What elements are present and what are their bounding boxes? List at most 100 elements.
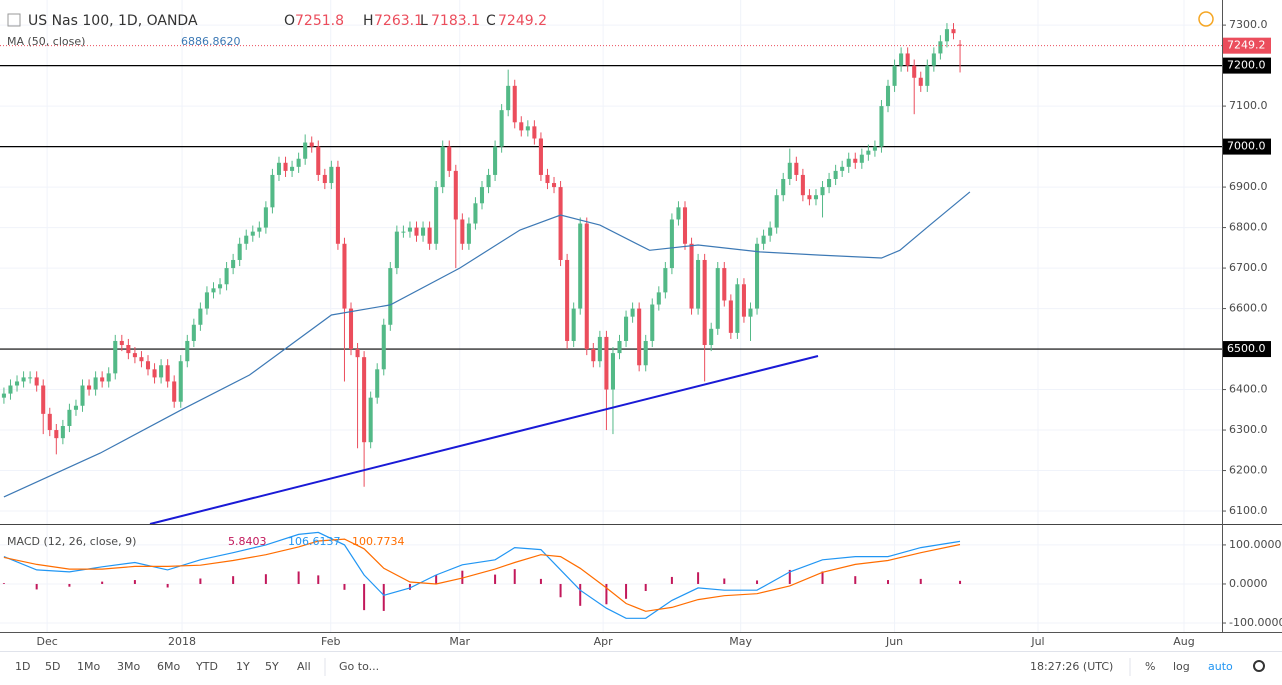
range-button[interactable]: 3Mo [117,660,140,673]
ma-legend[interactable]: MA (50, close) [7,35,85,48]
candle-body [781,178,786,196]
candle-body [427,227,432,244]
candle-body [519,122,524,131]
candle-body [800,174,805,196]
settings-icon[interactable] [1253,660,1265,672]
candle-body [925,65,930,86]
y-tick-label: 7100.0 [1229,99,1268,112]
auto-button[interactable]: auto [1208,660,1233,673]
x-tick-label: Jul [1030,635,1044,648]
candle-body [231,259,236,269]
macd-histogram-bar [723,578,726,584]
candle-body [545,174,550,184]
x-tick-label: May [729,635,752,648]
candle-body [257,227,262,232]
macd-histogram-bar [625,583,628,599]
candle-body [506,85,511,111]
ohlc-value: 7249.2 [498,13,547,29]
x-tick-label: Mar [449,635,470,648]
candle-body [414,227,419,236]
candle-body [722,268,727,301]
x-tick-label: Aug [1173,635,1194,648]
candle-body [892,65,897,86]
y-tick-label: 6900.0 [1229,180,1268,193]
range-button[interactable]: 1Y [236,660,250,673]
macd-histogram-bar [2,583,5,584]
candle-body [276,162,282,175]
macd-histogram-bar [494,574,497,584]
candle-body [60,426,65,439]
y-tick-label: 6100.0 [1229,504,1268,517]
alert-icon[interactable] [1198,11,1214,27]
log-button[interactable]: log [1173,660,1190,673]
range-button[interactable]: 5Y [265,660,279,673]
candle-body [218,284,223,289]
axes: Dec 2018 Feb Mar Apr May Jun Jul Aug 6100.0 6200.0… [37,18,1282,648]
candle-body [578,223,583,309]
candle-body [951,29,956,34]
toolbar: 1D 5D 1Mo 3Mo 6Mo YTD 1Y 5Y All Go to...… [15,658,1265,676]
candle-body [335,166,340,244]
candle-body [512,85,517,123]
candle-body [827,178,832,188]
candle-body [610,353,615,390]
y-tick-label: 6200.0 [1229,464,1268,477]
candle-body [388,268,393,325]
candle-body [8,385,13,394]
range-button[interactable]: 1Mo [77,660,100,673]
y-tick-label: -100.0000 [1229,616,1282,629]
candle-body [565,259,570,341]
candle-body [630,308,635,317]
candle-body [591,349,596,362]
candle-body [1,393,6,398]
percent-button[interactable]: % [1145,660,1155,673]
range-button[interactable]: 5D [45,660,60,673]
candle-body [958,44,963,46]
candle-body [270,174,275,208]
candle-body [28,377,33,379]
candle-body [54,430,59,439]
y-tick-label: 6700.0 [1229,261,1268,274]
macd-histogram-bar [133,580,136,584]
candle-body [538,138,543,175]
macd-histogram-bar [539,578,542,584]
range-button[interactable]: 1D [15,660,30,673]
macd-histogram-bar [382,583,385,611]
ohlc-value: 7183.1 [431,13,480,29]
range-button[interactable]: All [297,660,311,673]
candle-body [263,207,268,228]
last-price-tag [1223,37,1271,54]
candle-body [185,340,190,362]
candle-body [100,377,105,382]
candle-body [172,381,177,402]
range-button[interactable]: YTD [195,660,218,673]
macd-histogram-bar [919,578,922,584]
level-tag [1223,138,1271,155]
level-label: 7200.0 [1227,59,1266,72]
candle-body [309,142,314,147]
candle-body [938,41,943,54]
macd-histogram-bar [408,583,411,590]
ohlc-letter: C [486,13,496,29]
candle-body [34,377,39,386]
candle-body [80,385,85,406]
collapse-icon[interactable] [7,13,21,27]
macd-histogram-bar [435,574,438,584]
macd-legend[interactable]: MACD (12, 26, close, 9) [7,535,136,548]
ohlc-value: 7251.8 [295,13,344,29]
goto-button[interactable]: Go to... [339,660,379,673]
macd-histogram-bar [756,580,759,584]
candle-body [551,183,557,188]
candle-body [840,166,845,171]
candle-body [571,308,576,341]
macd-histogram-bar [166,583,169,588]
candle-body [912,65,917,78]
level-label: 6500.0 [1227,342,1266,355]
candle-body [139,357,144,362]
macd-histogram-bar [579,583,582,606]
macd-line [3,531,961,619]
range-button[interactable]: 6Mo [157,660,180,673]
candle-body [178,361,183,402]
macd-histogram-bar [887,580,890,584]
candle-body [283,162,288,171]
